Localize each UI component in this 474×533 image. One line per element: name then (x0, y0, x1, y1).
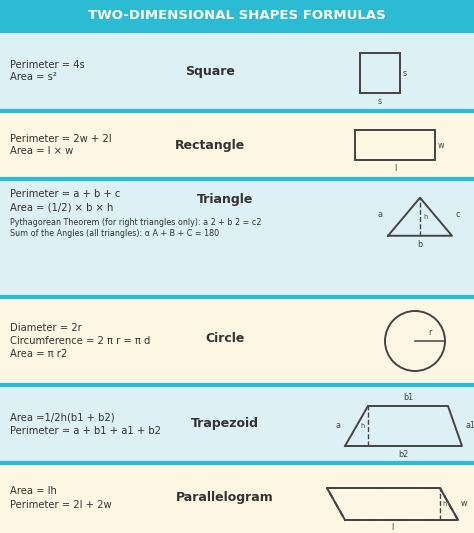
Text: Circumference = 2 π r = π d: Circumference = 2 π r = π d (10, 336, 150, 346)
Text: Area = lh: Area = lh (10, 487, 57, 497)
Text: h: h (361, 423, 365, 429)
Text: Area = π r2: Area = π r2 (10, 349, 67, 359)
Bar (0, 297, 474, 385)
Text: Area = (1/2) × b × h: Area = (1/2) × b × h (10, 202, 113, 212)
Text: s: s (378, 97, 382, 106)
Text: Perimeter = 4s: Perimeter = 4s (10, 60, 85, 69)
Text: s: s (403, 69, 407, 77)
Bar (0, 31, 474, 111)
Text: r: r (428, 328, 432, 337)
Text: Square: Square (185, 64, 235, 77)
Text: Perimeter = a + b1 + a1 + b2: Perimeter = a + b1 + a1 + b2 (10, 425, 161, 435)
Bar (0, 385, 474, 463)
Text: a: a (336, 422, 341, 431)
Text: Trapezoid: Trapezoid (191, 417, 259, 431)
Text: w: w (438, 141, 445, 149)
Text: Area =1/2h(b1 + b2): Area =1/2h(b1 + b2) (10, 413, 115, 423)
Text: h: h (423, 214, 427, 220)
Text: l: l (392, 523, 393, 532)
Text: Area = l × w: Area = l × w (10, 147, 73, 157)
Text: Perimeter = 2w + 2l: Perimeter = 2w + 2l (10, 133, 111, 143)
Text: a1: a1 (466, 422, 474, 431)
Text: Pythagorean Theorem (for right triangles only): a 2 + b 2 = c2: Pythagorean Theorem (for right triangles… (10, 218, 262, 227)
Text: Triangle: Triangle (197, 192, 253, 206)
Text: l: l (394, 164, 396, 173)
Bar (0, 463, 474, 533)
Bar (355, 130, 435, 160)
Bar (0, 0, 474, 31)
Text: b2: b2 (398, 450, 409, 459)
Bar (0, 111, 474, 179)
Text: a: a (378, 210, 383, 219)
Text: w: w (461, 499, 467, 508)
Text: b1: b1 (403, 393, 413, 402)
Text: Sum of the Angles (all triangles): α A + B + C = 180: Sum of the Angles (all triangles): α A +… (10, 229, 219, 238)
Text: Circle: Circle (205, 332, 245, 344)
Text: Perimeter = a + b + c: Perimeter = a + b + c (10, 189, 120, 199)
Text: b: b (418, 240, 422, 249)
Text: Rectangle: Rectangle (175, 139, 245, 151)
Text: Parallelogram: Parallelogram (176, 491, 274, 505)
Text: h: h (442, 501, 446, 507)
Text: Perimeter = 2l + 2w: Perimeter = 2l + 2w (10, 499, 111, 510)
Bar (0, 179, 474, 297)
Text: Area = s²: Area = s² (10, 72, 57, 83)
Bar (360, 53, 400, 93)
Text: c: c (456, 210, 461, 219)
Text: Diameter = 2r: Diameter = 2r (10, 323, 82, 333)
Text: TWO-DIMENSIONAL SHAPES FORMULAS: TWO-DIMENSIONAL SHAPES FORMULAS (88, 9, 386, 22)
